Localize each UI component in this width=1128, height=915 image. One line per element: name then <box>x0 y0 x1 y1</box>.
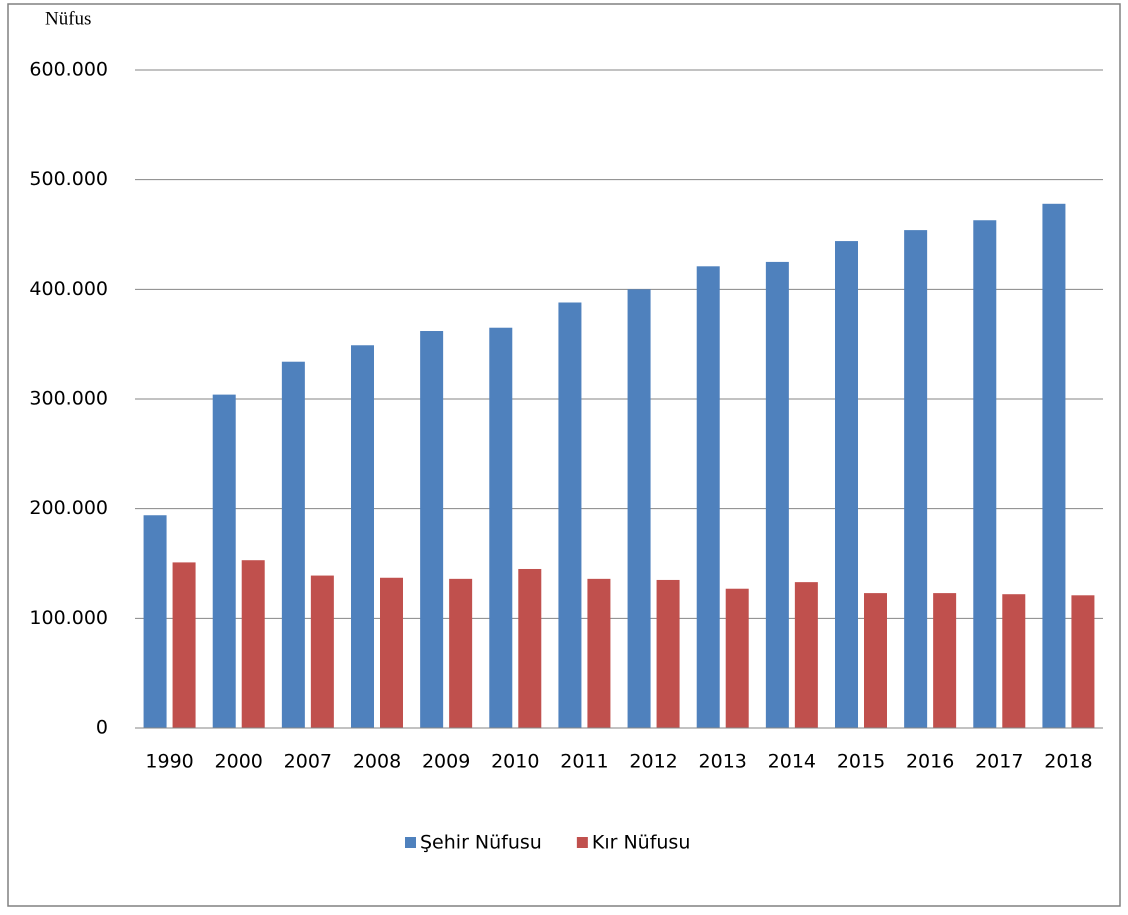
legend-label: Şehir Nüfusu <box>420 832 542 854</box>
y-tick-label: 300.000 <box>29 388 108 410</box>
bar <box>835 241 858 728</box>
bar <box>310 575 334 728</box>
bar <box>656 579 680 728</box>
y-axis-title: Nüfus <box>45 8 91 29</box>
x-tick-label: 2010 <box>491 751 539 773</box>
bar <box>696 266 720 728</box>
bar <box>725 588 749 728</box>
bar <box>933 593 957 728</box>
bar <box>380 577 403 728</box>
y-tick-label: 500.000 <box>29 168 108 190</box>
x-tick-label: 2009 <box>422 751 470 773</box>
x-tick-label: 1990 <box>145 751 193 773</box>
bar <box>1002 594 1026 728</box>
legend-swatch <box>405 837 416 848</box>
x-tick-label: 2012 <box>629 751 677 773</box>
x-tick-label: 2018 <box>1044 751 1092 773</box>
bar <box>904 230 928 728</box>
x-tick-label: 2016 <box>906 751 954 773</box>
legend-label: Kır Nüfusu <box>592 832 691 854</box>
bar <box>1071 595 1095 728</box>
bar <box>241 560 265 728</box>
bar <box>794 582 818 728</box>
bar <box>420 331 444 728</box>
x-tick-label: 2000 <box>215 751 263 773</box>
legend-swatch <box>576 837 588 848</box>
bar <box>212 394 236 728</box>
y-tick-label: 100.000 <box>29 607 108 629</box>
x-tick-label: 2014 <box>768 751 816 773</box>
bar <box>1042 203 1066 728</box>
y-tick-label: 600.000 <box>29 59 108 81</box>
x-tick-label: 2017 <box>975 751 1023 773</box>
bar <box>587 578 611 728</box>
bar <box>281 361 305 728</box>
y-tick-label: 200.000 <box>29 497 108 519</box>
bar <box>627 289 651 728</box>
bar <box>864 593 887 728</box>
x-tick-label: 2007 <box>284 751 332 773</box>
x-tick-label: 2011 <box>560 751 608 773</box>
x-tick-label: 2008 <box>353 751 401 773</box>
x-tick-label: 2013 <box>699 751 747 773</box>
bar <box>351 345 374 728</box>
y-tick-label: 400.000 <box>29 278 108 300</box>
x-tick-label: 2015 <box>837 751 885 773</box>
bar <box>449 578 473 728</box>
bar <box>489 327 513 728</box>
bar <box>172 562 196 728</box>
bar <box>765 261 789 728</box>
bar <box>518 568 542 728</box>
y-tick-label: 0 <box>96 717 108 739</box>
bar <box>973 220 997 728</box>
bar <box>558 302 582 728</box>
bar <box>143 515 167 728</box>
